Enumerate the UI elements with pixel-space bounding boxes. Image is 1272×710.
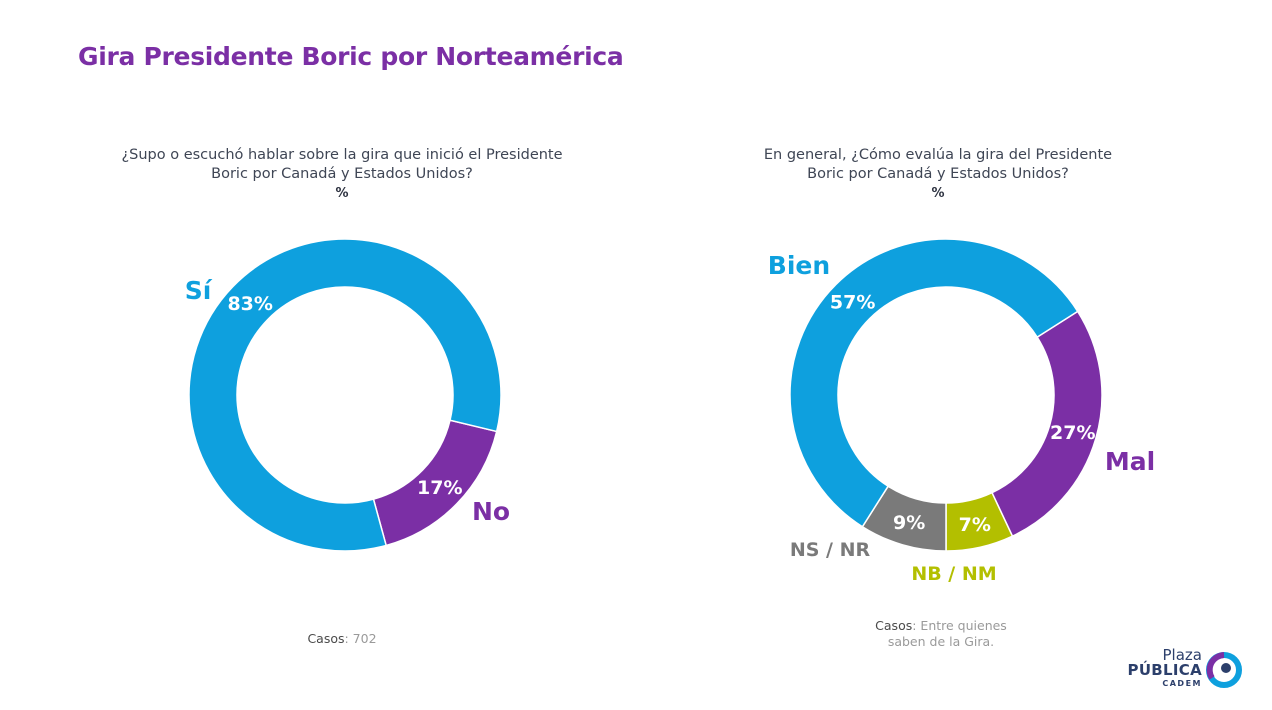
plaza-publica-cadem-logo: Plaza PÚBLICA CADEM <box>1124 646 1244 692</box>
chart-2-question: En general, ¿Cómo evalúa la gira del Pre… <box>678 146 1198 203</box>
logo-word-cadem: CADEM <box>1162 679 1202 688</box>
chart-1-question-line-2: Boric por Canadá y Estados Unidos? <box>211 166 473 182</box>
donut-2-category-label-mal: Mal <box>1105 447 1155 476</box>
donut-1-value-label-s: 83% <box>227 293 272 315</box>
chart-1-cases-note: Casos: 702 <box>262 631 422 647</box>
logo-mark-icon <box>1206 652 1242 688</box>
donut-2-value-label-nb-nm: 7% <box>959 514 991 536</box>
donut-1-category-label-no: No <box>472 497 510 526</box>
chart-1-cases-value: : 702 <box>344 631 377 646</box>
logo-word-plaza: Plaza <box>1162 646 1202 664</box>
chart-1-question-line-1: ¿Supo o escuchó hablar sobre la gira que… <box>121 147 563 163</box>
donut-2-category-label-bien: Bien <box>768 251 830 280</box>
chart-2-cases-label: Casos <box>875 618 913 633</box>
donut-1-slice-s <box>188 238 502 552</box>
donut-2-category-label-nb-nm: NB / NM <box>911 563 996 585</box>
chart-2-question-line-2: Boric por Canadá y Estados Unidos? <box>807 166 1069 182</box>
donut-2-category-label-ns-nr: NS / NR <box>790 539 871 561</box>
chart-1-cases-label: Casos <box>307 631 345 646</box>
donut-2-slice-bien <box>789 238 1079 528</box>
chart-2-cases-note: Casos: Entre quienes saben de la Gira. <box>851 618 1031 650</box>
chart-2-unit: % <box>931 186 945 201</box>
donut-2-value-label-mal: 27% <box>1050 422 1095 444</box>
chart-2-cases-value-line-2: saben de la Gira. <box>887 634 995 649</box>
chart-2-cases-value: : Entre quienes <box>912 618 1007 633</box>
page-title: Gira Presidente Boric por Norteamérica <box>78 42 624 71</box>
donut-1-value-label-no: 17% <box>417 477 462 499</box>
chart-1-question: ¿Supo o escuchó hablar sobre la gira que… <box>82 146 602 203</box>
donut-2-value-label-ns-nr: 9% <box>893 512 925 534</box>
chart-1-unit: % <box>335 186 349 201</box>
donut-1-category-label-s: Sí <box>185 276 213 305</box>
donut-2-value-label-bien: 57% <box>830 292 875 314</box>
chart-2-question-line-1: En general, ¿Cómo evalúa la gira del Pre… <box>763 147 1113 163</box>
logo-word-publica: PÚBLICA <box>1127 661 1202 679</box>
